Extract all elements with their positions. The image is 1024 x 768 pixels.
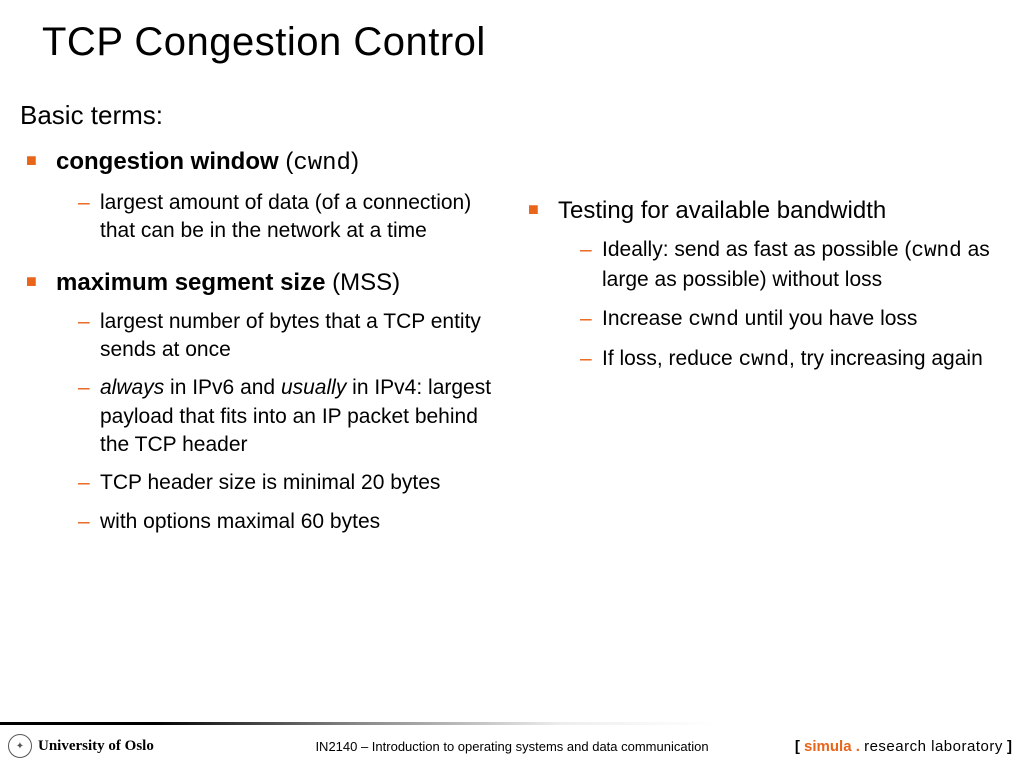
- mss-always: always: [100, 376, 164, 399]
- t3a: If loss, reduce: [602, 347, 739, 370]
- t2m: cwnd: [688, 309, 738, 332]
- footer: ✦ University of Oslo IN2140 – Introducti…: [0, 722, 1024, 768]
- t3m: cwnd: [739, 349, 789, 372]
- paren-close: ): [351, 148, 359, 175]
- mss-sublist: largest number of bytes that a TCP entit…: [56, 308, 502, 536]
- simula-brand: simula: [804, 738, 852, 755]
- uio-text: University of Oslo: [38, 738, 154, 755]
- simula-bracket-open: [: [795, 738, 804, 755]
- term-cwnd: congestion window (cwnd) largest amount …: [20, 147, 502, 246]
- right-list: Testing for available bandwidth Ideally:…: [522, 196, 1004, 375]
- t2b: until you have loss: [739, 307, 918, 330]
- t1a: Ideally: send as fast as possible (: [602, 238, 911, 261]
- right-column: Testing for available bandwidth Ideally:…: [512, 100, 1004, 558]
- mss-def2: always in IPv6 and usually in IPv4: larg…: [56, 374, 502, 459]
- testing-sublist: Ideally: send as fast as possible (cwnd …: [558, 236, 1004, 375]
- content-area: Basic terms: congestion window (cwnd) la…: [20, 100, 1004, 558]
- t2a: Increase: [602, 307, 688, 330]
- term-testing: Testing for available bandwidth Ideally:…: [522, 196, 1004, 375]
- intro-text: Basic terms:: [20, 100, 502, 131]
- testing-1: Ideally: send as fast as possible (cwnd …: [558, 236, 1004, 295]
- simula-bracket-close: ]: [1003, 738, 1012, 755]
- uio-seal-icon: ✦: [8, 734, 32, 758]
- term-mss: maximum segment size (MSS) largest numbe…: [20, 268, 502, 536]
- term-cwnd-label: congestion window: [56, 148, 279, 175]
- t1m: cwnd: [911, 240, 961, 263]
- testing-3: If loss, reduce cwnd, try increasing aga…: [558, 345, 1004, 375]
- cwnd-def: largest amount of data (of a connection)…: [56, 189, 502, 246]
- mss-def3: TCP header size is minimal 20 bytes: [56, 469, 502, 497]
- t3b: , try increasing again: [789, 347, 983, 370]
- mss-def4: with options maximal 60 bytes: [56, 508, 502, 536]
- testing-label: Testing for available bandwidth: [558, 197, 886, 224]
- term-mss-plain: (MSS): [325, 269, 400, 296]
- slide-title: TCP Congestion Control: [42, 20, 486, 65]
- mss-mid1: in IPv6 and: [164, 376, 281, 399]
- course-code: IN2140 – Introduction to operating syste…: [315, 739, 708, 754]
- cwnd-sublist: largest amount of data (of a connection)…: [56, 189, 502, 246]
- footer-rule: [0, 722, 1024, 725]
- footer-row: ✦ University of Oslo IN2140 – Introducti…: [0, 732, 1024, 760]
- left-column: Basic terms: congestion window (cwnd) la…: [20, 100, 512, 558]
- testing-2: Increase cwnd until you have loss: [558, 305, 1004, 335]
- term-mss-label: maximum segment size: [56, 269, 325, 296]
- uio-logo: ✦ University of Oslo: [8, 734, 154, 758]
- simula-lab: research laboratory: [864, 738, 1003, 755]
- simula-logo: [ simula . research laboratory ]: [795, 738, 1012, 755]
- simula-dot: .: [852, 738, 865, 755]
- mss-usually: usually: [281, 376, 346, 399]
- mss-def1: largest number of bytes that a TCP entit…: [56, 308, 502, 365]
- term-cwnd-mono: cwnd: [293, 150, 351, 177]
- left-list: congestion window (cwnd) largest amount …: [20, 147, 502, 536]
